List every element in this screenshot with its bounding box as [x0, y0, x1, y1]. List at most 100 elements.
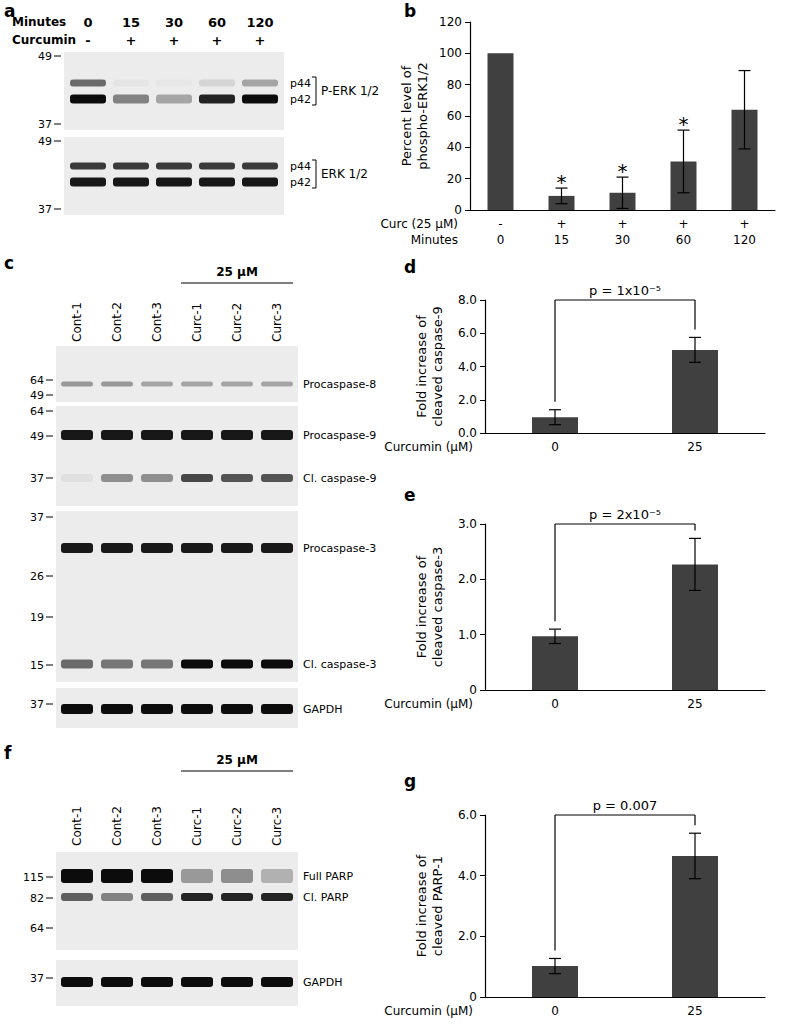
svg-text:Curc-1: Curc-1 — [190, 807, 204, 846]
svg-text:0: 0 — [551, 1004, 559, 1018]
svg-text:+: + — [126, 33, 137, 48]
svg-text:p42: p42 — [290, 176, 311, 189]
svg-text:2.0: 2.0 — [458, 572, 477, 586]
svg-text:Percent level of: Percent level of — [399, 65, 414, 166]
svg-text:15: 15 — [554, 233, 569, 247]
svg-text:Cont-3: Cont-3 — [150, 302, 164, 342]
svg-text:b: b — [404, 1, 416, 21]
svg-text:82: 82 — [30, 892, 44, 905]
svg-text:37: 37 — [30, 972, 44, 985]
svg-text:p = 2x10⁻⁵: p = 2x10⁻⁵ — [589, 507, 661, 522]
svg-text:37: 37 — [38, 203, 52, 216]
svg-text:+: + — [678, 217, 688, 231]
svg-text:3.0: 3.0 — [458, 517, 477, 531]
svg-text:-: - — [498, 217, 502, 231]
svg-text:120: 120 — [439, 15, 462, 29]
svg-text:Curc-2: Curc-2 — [230, 303, 244, 342]
svg-text:d: d — [404, 257, 416, 277]
svg-text:Cont-3: Cont-3 — [150, 806, 164, 846]
svg-text:Fold increase of: Fold increase of — [414, 315, 429, 418]
svg-text:Fold increase of: Fold increase of — [414, 854, 429, 957]
svg-text:Curc-3: Curc-3 — [270, 807, 284, 846]
svg-text:p44: p44 — [290, 77, 311, 90]
svg-text:0: 0 — [551, 697, 559, 711]
svg-text:4.0: 4.0 — [458, 869, 477, 883]
svg-text:+: + — [556, 217, 566, 231]
svg-text:P-ERK 1/2: P-ERK 1/2 — [321, 84, 379, 98]
svg-text:GAPDH: GAPDH — [303, 976, 342, 989]
svg-text:64: 64 — [30, 405, 44, 418]
svg-text:4.0: 4.0 — [458, 360, 477, 374]
svg-text:0.0: 0.0 — [458, 426, 477, 440]
svg-text:20: 20 — [447, 172, 462, 186]
svg-text:26: 26 — [30, 570, 44, 583]
svg-text:49: 49 — [30, 430, 44, 443]
svg-text:p44: p44 — [290, 160, 311, 173]
svg-text:49: 49 — [30, 389, 44, 402]
svg-text:120: 120 — [246, 15, 273, 30]
svg-text:37: 37 — [38, 118, 52, 131]
svg-text:Cont-1: Cont-1 — [70, 806, 84, 846]
svg-text:-: - — [85, 33, 90, 48]
svg-text:64: 64 — [30, 374, 44, 387]
svg-text:6.0: 6.0 — [458, 808, 477, 822]
svg-text:25: 25 — [687, 697, 702, 711]
svg-text:30: 30 — [615, 233, 630, 247]
svg-text:e: e — [404, 485, 416, 505]
svg-text:25: 25 — [687, 440, 702, 454]
svg-text:Fold increase of: Fold increase of — [414, 555, 429, 658]
svg-text:phospho-ERK1/2: phospho-ERK1/2 — [415, 62, 430, 169]
svg-text:0: 0 — [469, 683, 477, 697]
svg-text:*: * — [618, 159, 628, 183]
svg-text:p = 1x10⁻⁵: p = 1x10⁻⁵ — [589, 283, 661, 298]
svg-text:15: 15 — [122, 15, 140, 30]
svg-text:Cl. PARP: Cl. PARP — [303, 891, 349, 904]
svg-text:37: 37 — [30, 472, 44, 485]
svg-text:49: 49 — [38, 135, 52, 148]
svg-text:6.0: 6.0 — [458, 326, 477, 340]
svg-text:60: 60 — [447, 109, 462, 123]
svg-text:cleaved caspase-9: cleaved caspase-9 — [430, 306, 445, 427]
svg-text:60: 60 — [676, 233, 691, 247]
svg-text:Procaspase-3: Procaspase-3 — [303, 542, 376, 555]
svg-text:37: 37 — [30, 511, 44, 524]
svg-text:19: 19 — [30, 611, 44, 624]
svg-text:Curc-1: Curc-1 — [190, 303, 204, 342]
svg-text:Curcumin (µM): Curcumin (µM) — [384, 697, 473, 711]
svg-text:*: * — [679, 112, 689, 136]
svg-text:cleaved caspase-3: cleaved caspase-3 — [430, 547, 445, 668]
svg-text:ERK 1/2: ERK 1/2 — [321, 167, 368, 181]
svg-text:GAPDH: GAPDH — [303, 703, 342, 716]
svg-text:25 µM: 25 µM — [216, 753, 258, 767]
svg-text:25: 25 — [687, 1004, 702, 1018]
svg-text:Curc (25 µM): Curc (25 µM) — [380, 217, 458, 231]
svg-text:Curc-2: Curc-2 — [230, 807, 244, 846]
svg-text:*: * — [557, 170, 567, 194]
svg-text:Cont-2: Cont-2 — [110, 302, 124, 342]
svg-text:2.0: 2.0 — [458, 393, 477, 407]
svg-text:2.0: 2.0 — [458, 929, 477, 943]
svg-text:+: + — [212, 33, 223, 48]
svg-text:49: 49 — [38, 50, 52, 63]
svg-text:Cl. caspase-3: Cl. caspase-3 — [303, 658, 376, 671]
svg-text:Cont-1: Cont-1 — [70, 302, 84, 342]
svg-text:0: 0 — [454, 203, 462, 217]
svg-text:p42: p42 — [290, 93, 311, 106]
svg-text:8.0: 8.0 — [458, 293, 477, 307]
svg-text:100: 100 — [439, 46, 462, 60]
svg-text:Full PARP: Full PARP — [303, 870, 353, 883]
svg-text:115: 115 — [23, 871, 44, 884]
svg-text:+: + — [617, 217, 627, 231]
svg-text:80: 80 — [447, 78, 462, 92]
svg-text:0: 0 — [551, 440, 559, 454]
svg-text:+: + — [255, 33, 266, 48]
svg-text:Curcumin (µM): Curcumin (µM) — [384, 440, 473, 454]
svg-text:+: + — [169, 33, 180, 48]
svg-text:cleaved PARP-1: cleaved PARP-1 — [430, 856, 445, 956]
svg-text:15: 15 — [30, 659, 44, 672]
svg-text:30: 30 — [165, 15, 183, 30]
svg-text:+: + — [739, 217, 749, 231]
svg-text:Procaspase-9: Procaspase-9 — [303, 429, 376, 442]
svg-text:g: g — [404, 771, 416, 791]
svg-text:Procaspase-8: Procaspase-8 — [303, 378, 376, 391]
